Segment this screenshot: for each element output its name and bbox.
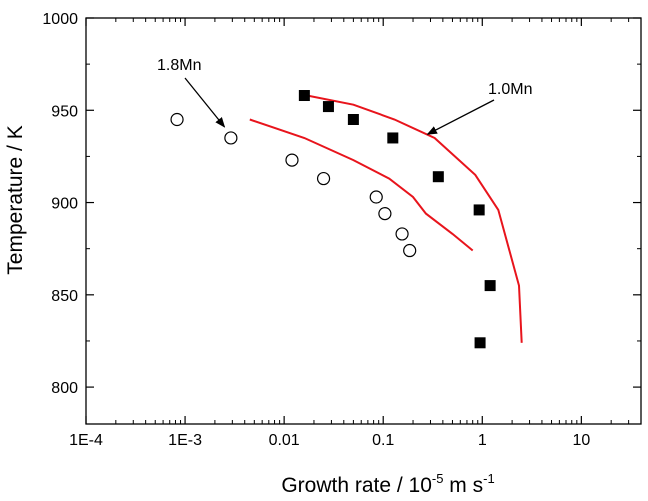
x-tick-label: 0.01: [269, 432, 300, 449]
data-point-1.0Mn: [484, 280, 496, 292]
x-tick-label: 10: [572, 432, 590, 449]
annotations: 1.8Mn 1.0Mn: [157, 57, 532, 135]
data-point-1.8Mn: [285, 153, 299, 167]
x-axis-title: Growth rate / 10-5 m s-1: [281, 471, 494, 497]
annotation-arrow-1-8mn: [184, 77, 226, 128]
plot-frame-rect: [85, 17, 642, 425]
y-tick-label: 800: [51, 380, 78, 397]
x-axis-title-unit-exponent: -1: [483, 471, 495, 486]
data-point-1.0Mn: [387, 132, 399, 144]
data-markers: [170, 90, 496, 349]
x-axis-title-unit: m s: [443, 474, 483, 497]
plot-frame: [85, 17, 642, 425]
y-tick-label: 900: [51, 196, 78, 213]
annotation-label-1-0mn: 1.0Mn: [488, 81, 532, 98]
x-tick-label: 1: [478, 432, 487, 449]
y-tick-label: 1000: [42, 11, 78, 28]
data-point-1.0Mn: [432, 171, 444, 183]
x-tick-label: 1E-3: [168, 432, 202, 449]
y-tick-label: 950: [51, 103, 78, 120]
model-curve-1.0Mn-model: [306, 94, 523, 343]
data-point-1.0Mn: [322, 101, 334, 113]
x-axis-title-exponent: -5: [432, 471, 444, 486]
data-point-1.8Mn: [369, 190, 383, 204]
data-point-1.8Mn: [395, 227, 409, 241]
tick-labels: 1E-4 1E-3 0.01 0.1 1 10 800 850 900 950 1000: [42, 11, 590, 449]
data-point-1.0Mn: [474, 337, 486, 349]
data-point-1.8Mn: [224, 131, 238, 145]
x-axis-title-main: Growth rate / 10: [281, 474, 432, 497]
data-point-1.0Mn: [347, 114, 359, 125]
model-curve-1.8Mn-model: [249, 118, 474, 252]
data-point-1.8Mn: [170, 112, 184, 127]
y-axis-title: Temperature / K: [4, 125, 27, 274]
data-point-1.0Mn: [298, 90, 310, 102]
data-point-1.8Mn: [403, 243, 417, 258]
annotation-arrow-1-0mn: [426, 99, 495, 135]
y-tick-label: 850: [51, 288, 78, 305]
data-point-1.8Mn: [378, 207, 392, 221]
annotation-label-1-8mn: 1.8Mn: [157, 57, 201, 74]
data-point-1.0Mn: [473, 204, 485, 216]
data-point-1.8Mn: [316, 171, 331, 186]
axis-ticks: [85, 17, 642, 424]
x-tick-label: 0.1: [372, 432, 394, 449]
x-tick-label: 1E-4: [69, 432, 103, 449]
model-curves: [249, 94, 523, 343]
